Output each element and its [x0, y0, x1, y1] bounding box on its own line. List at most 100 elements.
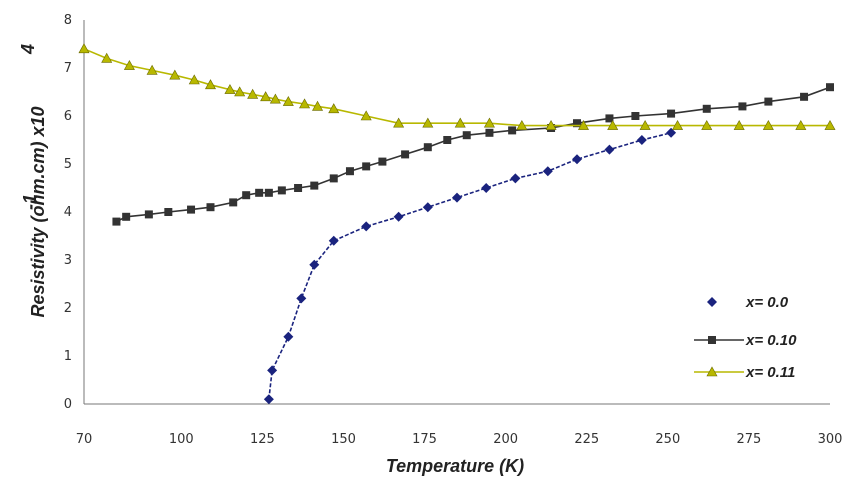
legend-marker	[708, 336, 716, 344]
x-tick-label: 125	[250, 432, 275, 447]
legend-item-x010: x= 0.10	[694, 332, 797, 349]
data-point	[299, 98, 311, 109]
data-point	[234, 86, 246, 97]
legend: x= 0.0 x= 0.10 x= 0.11	[694, 294, 797, 381]
data-point	[101, 52, 113, 63]
data-point	[267, 365, 278, 376]
data-point	[277, 186, 286, 195]
data-point	[224, 83, 236, 94]
data-point	[542, 166, 553, 177]
data-point	[204, 79, 217, 90]
series-x011	[78, 43, 836, 130]
data-point	[310, 181, 319, 190]
data-point	[454, 117, 466, 128]
x-tick-label: 70	[76, 432, 93, 447]
y-tick-label: 0	[64, 397, 72, 412]
data-point	[666, 127, 677, 138]
series-x010	[112, 83, 834, 226]
y-tick-label: 1	[64, 349, 72, 364]
data-point	[481, 183, 492, 193]
x-tick-label: 225	[574, 432, 599, 447]
data-point	[328, 235, 339, 246]
y-axis-title-superscript: 4	[18, 44, 38, 55]
data-point	[78, 43, 90, 54]
data-point	[188, 74, 200, 85]
y-tick-label: 7	[64, 61, 72, 76]
data-point	[122, 212, 131, 221]
data-point	[264, 188, 273, 197]
data-point	[282, 95, 294, 106]
data-point	[631, 112, 640, 120]
legend-marker	[707, 297, 717, 307]
data-point	[636, 135, 647, 145]
data-point	[263, 394, 274, 405]
legend-label: x= 0.0	[745, 294, 789, 311]
data-point	[443, 136, 452, 144]
data-point	[294, 184, 303, 192]
data-point	[604, 144, 615, 155]
data-point	[485, 128, 494, 137]
y-axis-title-exponent: -1	[20, 194, 40, 210]
data-point	[329, 174, 338, 183]
data-point	[187, 205, 196, 214]
legend-label: x= 0.10	[745, 332, 797, 349]
data-point	[483, 117, 495, 128]
data-point	[242, 191, 251, 200]
x-tick-label: 250	[655, 432, 680, 447]
x-tick-label: 175	[412, 432, 437, 447]
y-tick-label: 8	[64, 13, 72, 28]
data-point	[312, 100, 324, 111]
y-tick-label: 4	[64, 205, 72, 220]
data-point	[393, 117, 405, 128]
data-point	[206, 203, 215, 212]
data-point	[260, 91, 272, 102]
data-point	[516, 119, 528, 130]
legend-item-x011: x= 0.11	[694, 364, 795, 381]
x-tick-labels: 70 100 125 150 175 200 225 250 275 300	[76, 432, 843, 447]
legend-item-x0: x= 0.0	[707, 294, 789, 311]
data-point	[112, 217, 121, 226]
data-point	[572, 154, 583, 165]
data-point	[701, 119, 713, 130]
data-point	[667, 109, 676, 118]
data-point	[169, 69, 181, 80]
data-point	[605, 114, 614, 123]
data-point	[123, 59, 135, 70]
data-point	[738, 102, 747, 111]
data-point	[702, 104, 711, 113]
data-point	[607, 119, 619, 130]
y-axis-title-group: Resistivity (ohm.cm) x10 -1 4	[18, 44, 48, 318]
data-point	[360, 110, 372, 121]
series-x0	[263, 127, 677, 405]
data-point	[422, 202, 433, 213]
data-point	[269, 93, 281, 104]
data-point	[229, 198, 238, 207]
data-point	[255, 188, 264, 197]
data-point	[144, 210, 153, 219]
data-point	[462, 131, 471, 140]
y-axis-title: Resistivity (ohm.cm) x10	[28, 106, 48, 317]
data-point	[362, 162, 371, 171]
data-point	[309, 259, 320, 270]
series-layer	[78, 43, 836, 405]
data-point	[423, 143, 432, 152]
data-point	[401, 150, 410, 159]
data-point	[345, 167, 354, 176]
data-point	[800, 92, 809, 101]
data-point	[764, 97, 773, 106]
legend-marker	[706, 366, 718, 377]
data-point	[378, 157, 387, 166]
x-tick-label: 150	[331, 432, 356, 447]
y-tick-labels: 0 1 2 3 4 5 6 7 8	[64, 13, 72, 412]
data-point	[328, 103, 340, 114]
data-point	[795, 119, 807, 130]
data-point	[672, 119, 684, 130]
y-tick-label: 5	[64, 157, 72, 172]
data-point	[577, 119, 590, 130]
x-tick-label: 100	[169, 432, 194, 447]
data-point	[247, 88, 259, 99]
data-point	[639, 119, 651, 130]
x-tick-label: 300	[818, 432, 843, 447]
data-point	[545, 119, 557, 130]
